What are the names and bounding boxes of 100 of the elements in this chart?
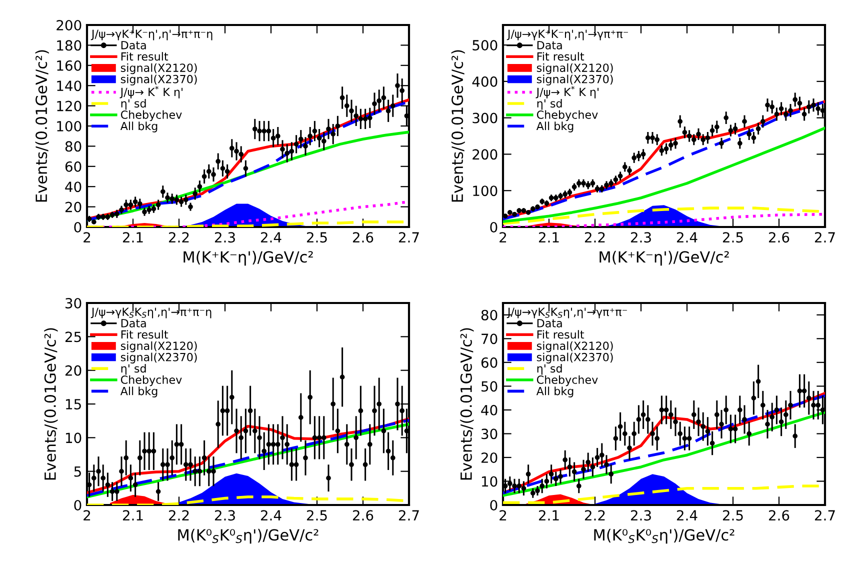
legend-label: Data xyxy=(121,41,146,50)
y-tick-label: 40 xyxy=(481,404,498,416)
y-tick-label: 30 xyxy=(482,428,498,440)
x-tick-label: 2.5 xyxy=(306,232,327,243)
x-tick-label: 2.6 xyxy=(352,510,374,521)
legend-label: All bkg xyxy=(120,122,158,132)
legend-label: Chebychev xyxy=(536,110,598,122)
legend-label: Fit result xyxy=(121,330,168,339)
x-axis-title: M(K⁺K⁻η')/GeV/c² xyxy=(600,250,729,266)
legend-label: Chebychev xyxy=(120,110,182,122)
x-tick-label: 2.4 xyxy=(260,510,282,520)
x-tick-label: 2.1 xyxy=(538,510,559,520)
y-tick-label: 40 xyxy=(65,182,82,192)
legend-label: Fit result xyxy=(537,52,584,61)
y-tick-label: 50 xyxy=(482,381,498,392)
legend-label: η' sd xyxy=(537,98,562,110)
legend-title: J/ψ→γK$_{S}$K$_{S}$η',η'→π⁺π⁻η xyxy=(90,308,212,318)
x-tick-label: 2 xyxy=(500,510,506,520)
legend-label: Data xyxy=(537,319,562,328)
y-tick-label: 80 xyxy=(65,141,82,152)
legend-label: η' sd xyxy=(121,98,146,110)
x-tick-label: 2 xyxy=(84,510,90,520)
legend-label: signal(X2370) xyxy=(120,352,197,364)
legend-label: signal(X2370) xyxy=(536,74,613,86)
x-tick-label: 2.5 xyxy=(722,232,743,243)
x-tick-label: 2.2 xyxy=(168,232,189,242)
y-tick-label: 30 xyxy=(66,298,82,308)
y-tick-label: 200 xyxy=(56,20,82,30)
legend-title: J/ψ→γK$_{S}$K$_{S}$η',η'→γπ⁺π⁻ xyxy=(506,308,627,318)
y-tick-label: 0 xyxy=(490,500,498,510)
legend-label: Data xyxy=(121,319,146,328)
y-tick-label: 0 xyxy=(74,222,82,232)
x-tick-label: 2.3 xyxy=(214,232,235,243)
x-tick-label: 2.3 xyxy=(630,232,651,243)
legend-label: signal(X2370) xyxy=(120,74,197,86)
y-tick-label: 5 xyxy=(74,466,81,477)
y-axis-title: Events/(0.01GeV/c²) xyxy=(451,50,465,202)
y-tick-label: 0 xyxy=(74,500,82,510)
y-tick-label: 300 xyxy=(472,112,498,124)
legend-label: Fit result xyxy=(121,52,168,61)
y-tick-label: 160 xyxy=(57,60,82,71)
x-tick-label: 2.4 xyxy=(676,510,698,520)
x-tick-label: 2.2 xyxy=(584,510,605,520)
y-tick-label: 10 xyxy=(482,476,498,487)
x-tick-label: 2.1 xyxy=(122,510,143,520)
x-tick-label: 2.7 xyxy=(398,510,419,520)
legend-label: signal(X2120) xyxy=(536,341,613,352)
y-tick-label: 25 xyxy=(65,332,81,342)
x-tick-label: 2.5 xyxy=(722,510,743,521)
x-tick-label: 2.1 xyxy=(538,232,559,242)
x-tick-label: 2.3 xyxy=(630,510,651,521)
x-tick-label: 2.2 xyxy=(584,232,605,242)
y-tick-label: 20 xyxy=(481,452,498,463)
y-tick-label: 70 xyxy=(482,334,498,344)
legend-label: Fit result xyxy=(537,330,584,339)
y-axis-title: Events/(0.01GeV/c²) xyxy=(44,328,58,480)
legend-label: signal(X2120) xyxy=(120,63,197,74)
x-tick-label: 2.7 xyxy=(814,232,835,242)
x-tick-label: 2.7 xyxy=(814,510,835,520)
y-tick-label: 500 xyxy=(472,40,498,50)
y-axis-title: Events/(0.01GeV/c²) xyxy=(460,328,474,480)
x-axis-title: M(K⁰$_{S}$K⁰$_{S}$η')/GeV/c² xyxy=(178,528,318,544)
legend-label: Chebychev xyxy=(536,375,598,386)
x-tick-label: 2 xyxy=(500,232,506,242)
x-tick-label: 2.1 xyxy=(122,232,143,242)
y-tick-label: 10 xyxy=(66,432,82,444)
x-tick-label: 2.6 xyxy=(768,232,790,243)
y-tick-label: 120 xyxy=(57,100,82,112)
y-tick-label: 15 xyxy=(66,399,81,410)
legend-label: All bkg xyxy=(536,122,574,132)
x-tick-label: 2.2 xyxy=(168,510,189,520)
legend-label: η' sd xyxy=(121,364,146,375)
legend-title: J/ψ→γK⁺K⁻η',η'→γπ⁺π⁻ xyxy=(506,30,628,40)
legend-label: signal(X2370) xyxy=(536,352,613,364)
legend-label: All bkg xyxy=(120,386,158,398)
x-tick-label: 2.7 xyxy=(398,232,419,242)
legend-label: signal(X2120) xyxy=(120,341,197,352)
legend-label: signal(X2120) xyxy=(536,63,613,74)
y-tick-label: 60 xyxy=(481,357,498,368)
x-axis-title: M(K⁰$_{S}$K⁰$_{S}$η')/GeV/c² xyxy=(594,528,734,544)
legend-label: Chebychev xyxy=(120,375,182,386)
legend-label: J/ψ→ K$^{*}$ K η' xyxy=(120,86,182,98)
legend-label: All bkg xyxy=(536,386,574,398)
x-tick-label: 2.5 xyxy=(306,510,327,521)
y-tick-label: 20 xyxy=(65,202,82,212)
x-tick-label: 2.4 xyxy=(260,232,282,242)
y-tick-label: 0 xyxy=(490,222,498,232)
y-axis-title: Events/(0.01GeV/c²) xyxy=(35,50,49,202)
y-tick-label: 80 xyxy=(481,310,498,320)
legend-title: J/ψ→γK⁺K⁻η',η'→π⁺π⁻η xyxy=(90,30,212,40)
x-axis-title: M(K⁺K⁻η')/GeV/c² xyxy=(184,250,313,266)
y-tick-label: 180 xyxy=(57,40,82,51)
y-tick-label: 200 xyxy=(472,149,498,160)
y-tick-label: 100 xyxy=(473,186,498,196)
legend-label: J/ψ→ K$^{*}$ K η' xyxy=(536,86,598,98)
legend-label: Data xyxy=(537,41,562,50)
y-tick-label: 60 xyxy=(65,161,82,172)
x-tick-label: 2.4 xyxy=(676,232,698,242)
x-tick-label: 2 xyxy=(84,232,90,242)
x-tick-label: 2.6 xyxy=(768,510,790,521)
